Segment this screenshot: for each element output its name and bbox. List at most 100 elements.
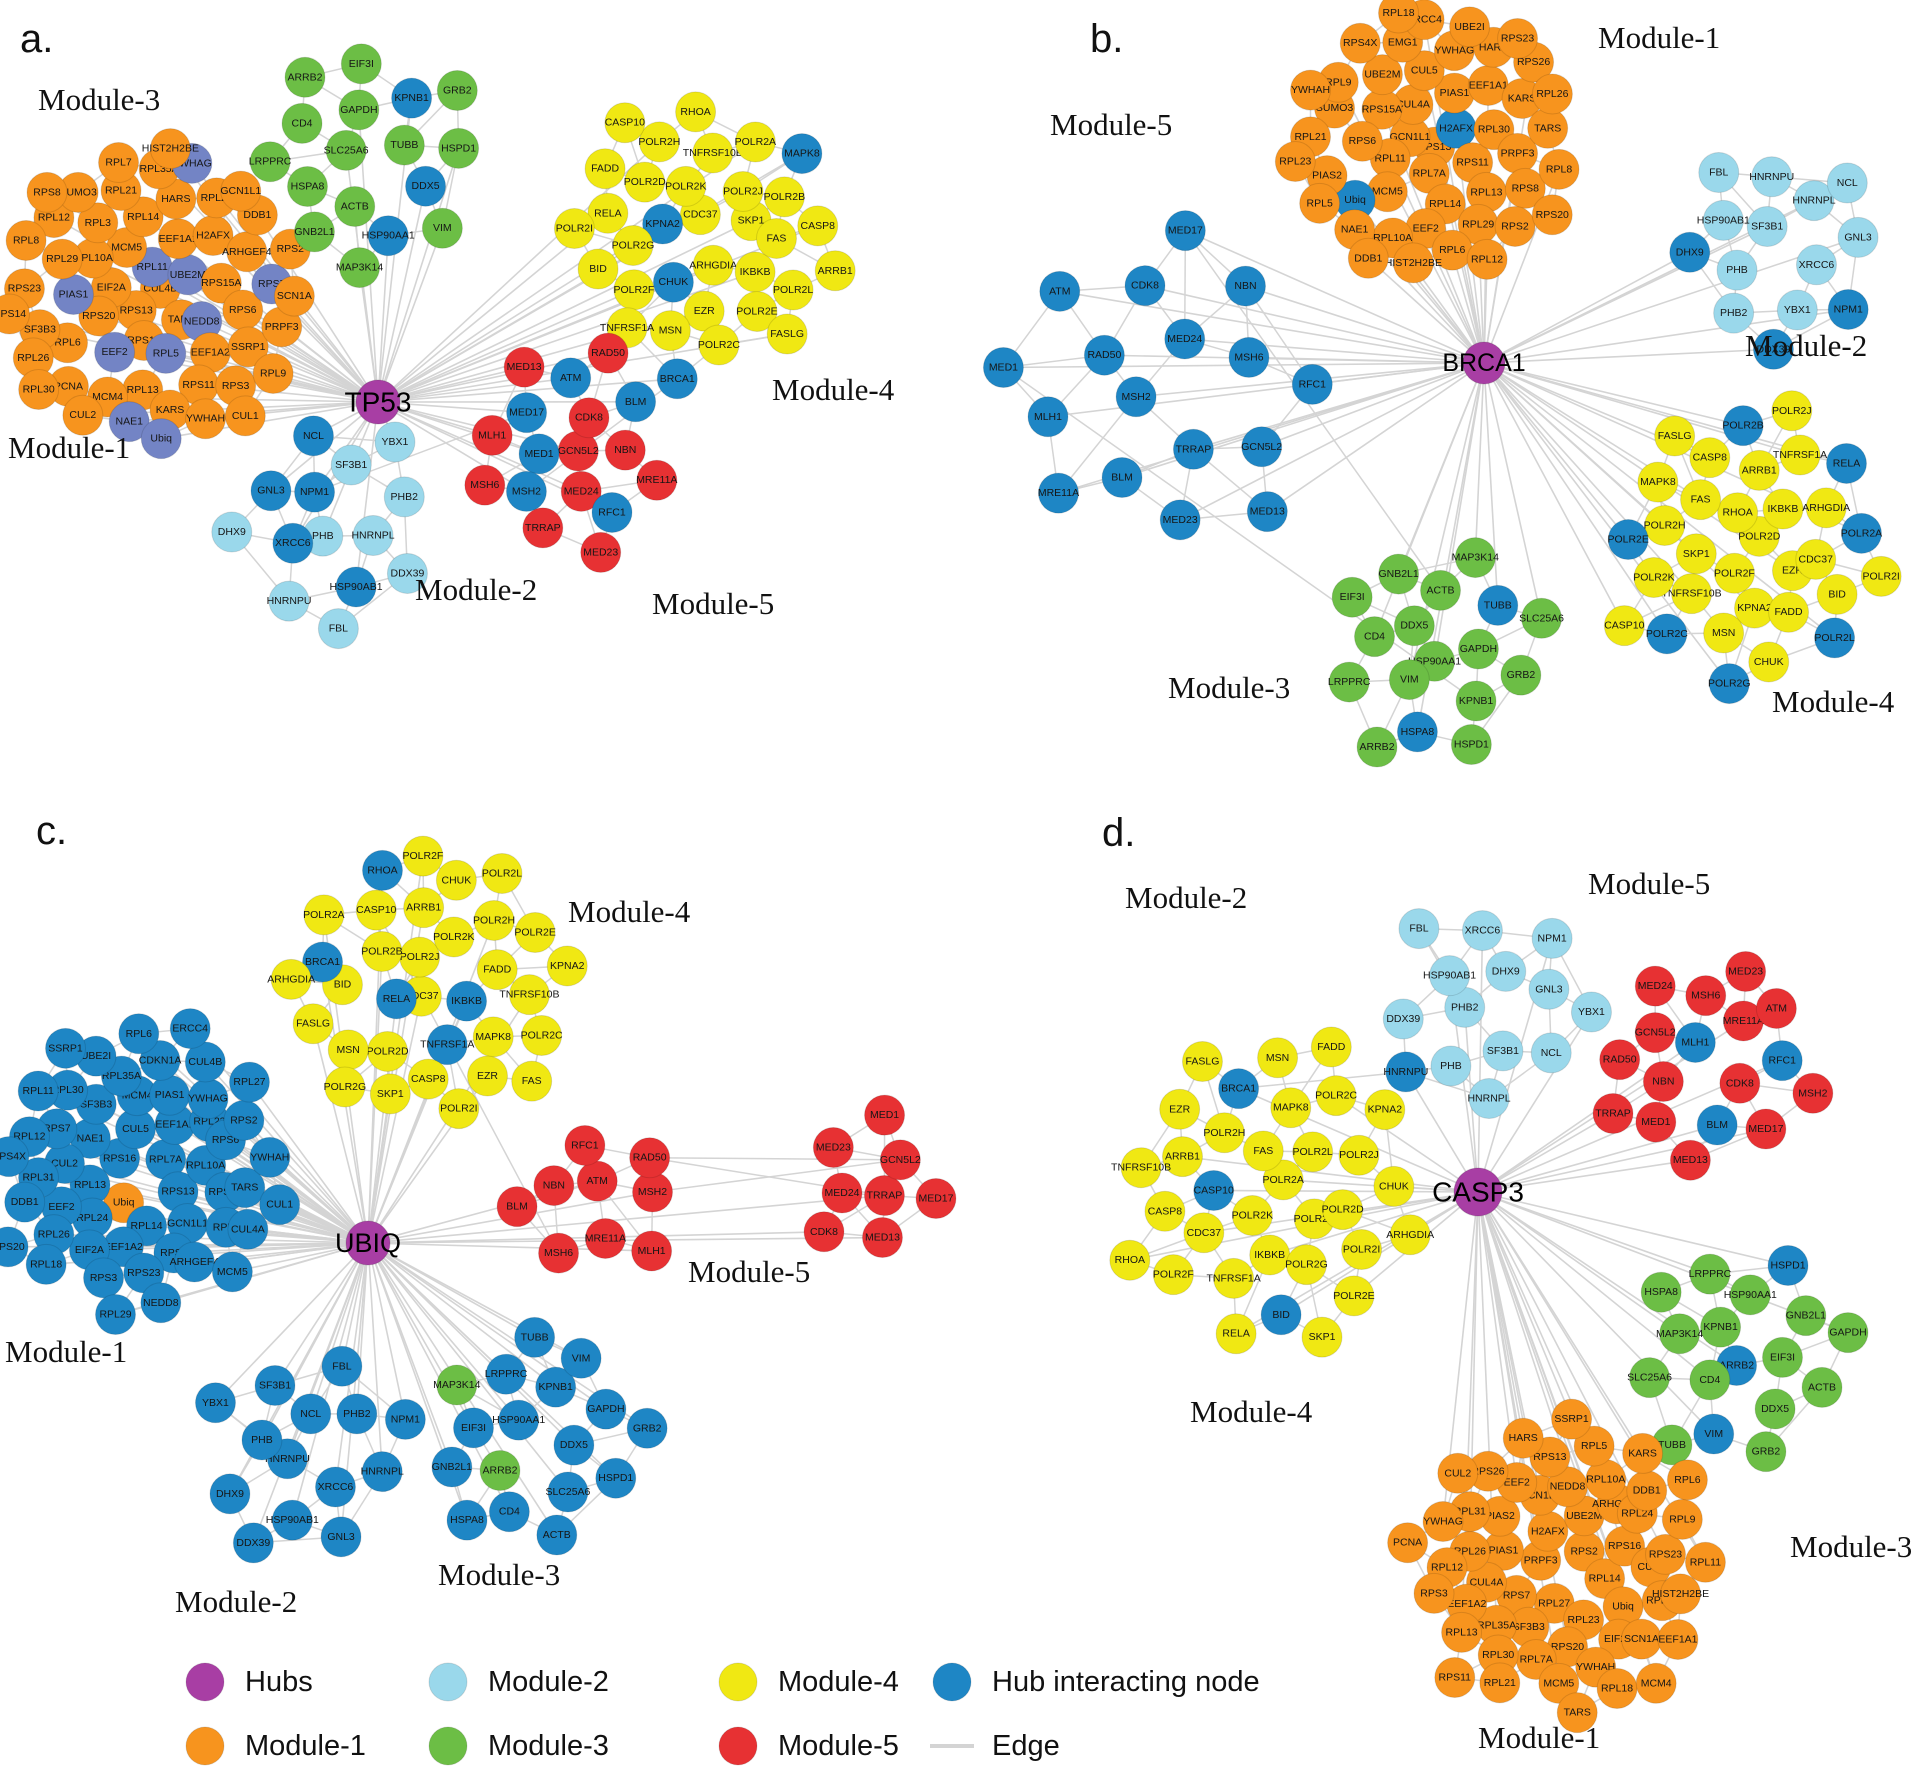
node-RPS6: RPS6	[1341, 120, 1383, 162]
legend-item-module-1: Module-1	[185, 1726, 366, 1766]
node-UBE2I: UBE2I	[1449, 6, 1491, 48]
node-circle-RPL6	[1666, 1459, 1708, 1501]
node-label-RPL12: RPL12	[1471, 253, 1503, 265]
node-label-RPL26: RPL26	[38, 1229, 70, 1241]
node-label-MED24: MED24	[825, 1187, 860, 1199]
node-circle-FBL	[317, 608, 359, 650]
node-circle-TUBB	[383, 124, 425, 166]
node-label-CASP10: CASP10	[356, 904, 396, 916]
node-label-POLR2G: POLR2G	[612, 239, 655, 251]
edge	[1477, 1191, 1707, 1563]
node-label-EEF1A1: EEF1A1	[1658, 1633, 1697, 1645]
node-circle-RPS8	[1504, 167, 1546, 209]
node-circle-POLR2B	[1722, 405, 1764, 447]
node-label-POLR2K: POLR2K	[665, 180, 706, 192]
node-UBE2M: UBE2M	[1563, 1495, 1605, 1537]
edge	[1057, 396, 1137, 494]
node-circle-NCL	[1826, 162, 1868, 204]
node-RPL12: RPL12	[1466, 238, 1508, 280]
node-label-TNFRSF1A: TNFRSF1A	[1773, 449, 1827, 461]
node-XRCC6: XRCC6	[272, 522, 314, 564]
node-circle-RPL18	[1378, 0, 1420, 34]
node-circle-POLR2H	[1203, 1112, 1245, 1154]
node-circle-CUL4A	[227, 1208, 269, 1250]
node-circle-RAD50	[1083, 334, 1125, 376]
node-circle-POLR2K	[1633, 556, 1675, 598]
node-NEDD8: NEDD8	[140, 1282, 182, 1324]
node-RPL8: RPL8	[1538, 148, 1580, 190]
node-label-TUBB: TUBB	[1484, 599, 1512, 611]
node-MED23: MED23	[1725, 951, 1767, 993]
cluster-module-3-b: HSP90AA1DDX5GAPDHVIMACTBKPNB1CD4TUBBHSPA…	[1328, 537, 1564, 768]
node-RPS20: RPS20	[1547, 1626, 1589, 1668]
node-POLR2K: POLR2K	[1633, 556, 1675, 598]
node-circle-CASP8	[1689, 437, 1731, 479]
module-label-module-4-a: Module-4	[772, 372, 895, 407]
node-label-CDK8: CDK8	[810, 1226, 838, 1238]
node-circle-MED17	[1745, 1108, 1787, 1150]
node-circle-CASP8	[1144, 1190, 1186, 1232]
node-RPL5: RPL5	[1573, 1425, 1615, 1467]
node-label-SF3B1: SF3B1	[1487, 1045, 1519, 1057]
cluster-module-5-right-c: TRRAP MED24 GCN5L2 MED13 MED23 MED17 CDK8 MED1	[803, 1094, 957, 1259]
node-HNRNPU: HNRNPU	[267, 580, 312, 622]
node-label-RPL29: RPL29	[46, 253, 78, 265]
node-circle-CUL4B	[184, 1041, 226, 1083]
node-circle-GNB2L1	[1378, 553, 1420, 595]
node-circle-GNL3	[1837, 216, 1879, 258]
node-GRB2: GRB2	[1500, 654, 1542, 696]
node-circle-SLC25A6	[547, 1471, 589, 1513]
node-label-POLR2L: POLR2L	[773, 284, 813, 296]
node-label-EEF2: EEF2	[101, 346, 127, 358]
node-POLR2B: POLR2B	[361, 930, 403, 972]
node-label-ARRB1: ARRB1	[818, 265, 853, 277]
node-RFC1: RFC1	[1291, 363, 1333, 405]
node-circle-POLR2F	[1713, 552, 1755, 594]
module-label-module-3-a: Module-3	[38, 82, 160, 117]
node-GAPDH: GAPDH	[338, 89, 380, 131]
node-FBL: FBL	[321, 1345, 363, 1387]
node-label-BRCA1: BRCA1	[660, 373, 695, 385]
node-circle-EZR	[1159, 1088, 1201, 1130]
node-RFC1: RFC1	[591, 491, 633, 533]
node-RPL29: RPL29	[41, 238, 83, 280]
node-label-KPNA2: KPNA2	[1368, 1104, 1403, 1116]
node-label-RPL5: RPL5	[1581, 1440, 1607, 1452]
node-label-PIAS1: PIAS1	[1489, 1544, 1519, 1556]
node-label-UBE2I: UBE2I	[81, 1050, 111, 1062]
node-FADD: FADD	[1768, 591, 1810, 633]
edge	[274, 1242, 369, 1386]
node-TNFRSF10B: TNFRSF10B	[1111, 1147, 1171, 1189]
node-label-RPL11: RPL11	[1690, 1556, 1721, 1568]
node-SLC25A6: SLC25A6	[1627, 1357, 1672, 1399]
node-label-RPL7: RPL7	[105, 157, 131, 169]
node-circle-ACTB	[1801, 1366, 1843, 1408]
node-circle-MSN	[1257, 1037, 1299, 1079]
node-CASP10: CASP10	[1193, 1169, 1235, 1211]
node-circle-CUL1	[224, 395, 266, 437]
node-label-CASP8: CASP8	[1148, 1205, 1183, 1217]
node-MED23: MED23	[812, 1126, 854, 1168]
node-circle-RFC1	[1291, 363, 1333, 405]
node-circle-KPNB1	[1700, 1306, 1742, 1348]
node-circle-SLC25A6	[1521, 597, 1563, 639]
node-label-MED24: MED24	[1638, 980, 1673, 992]
cluster-module-2-a: PHB NPM1 HNRNPL XRCC6 SF3B1 HSP90AB1 GNL3 PHB2 H…	[211, 415, 428, 650]
node-label-H2AFX: H2AFX	[196, 230, 230, 242]
node-KPNA2: KPNA2	[546, 945, 588, 987]
node-MAP3K14: MAP3K14	[1656, 1313, 1703, 1355]
node-label-MED13: MED13	[1673, 1154, 1708, 1166]
node-circle-POLR2E	[514, 911, 556, 953]
node-label-ARRB1: ARRB1	[1742, 464, 1777, 476]
node-MED23: MED23	[580, 531, 622, 573]
node-label-GAPDH: GAPDH	[587, 1403, 624, 1415]
node-circle-MRE11A	[636, 459, 678, 501]
node-label-BID: BID	[334, 979, 352, 991]
node-RPL26: RPL26	[1531, 73, 1573, 115]
node-label-RPL9: RPL9	[260, 367, 286, 379]
panel-letter-c: c.	[36, 809, 67, 853]
node-circle-BRCA1	[656, 358, 698, 400]
node-DDB1: DDB1	[1626, 1470, 1668, 1512]
node-label-RPS20: RPS20	[1536, 209, 1569, 221]
